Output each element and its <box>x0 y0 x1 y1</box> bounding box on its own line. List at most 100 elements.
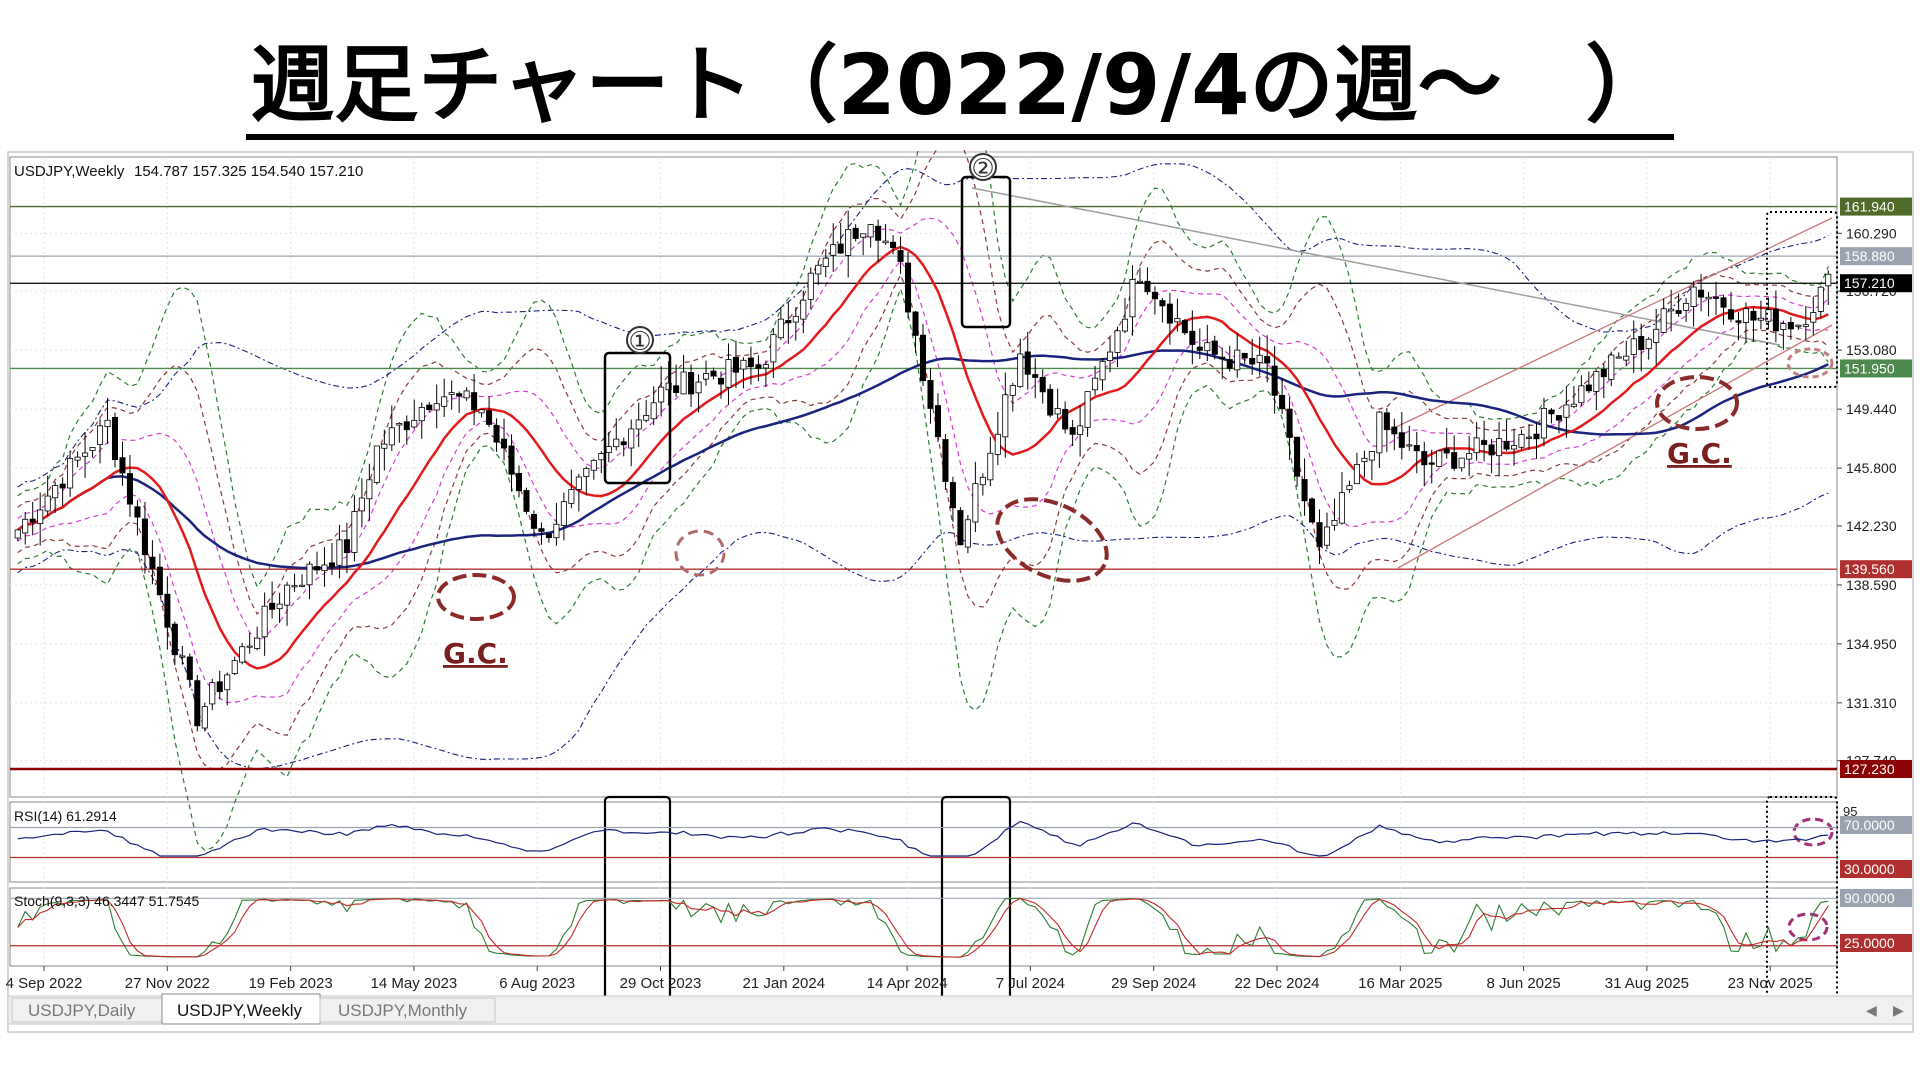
candle <box>1151 286 1158 315</box>
candle <box>111 412 119 468</box>
marker-1-circle <box>626 326 654 354</box>
candle <box>52 481 59 514</box>
candle <box>1338 472 1345 525</box>
time-tick-label: 16 Mar 2025 <box>1358 975 1442 992</box>
candle <box>1144 267 1151 295</box>
candle <box>703 360 710 386</box>
stoch-circle <box>1787 912 1829 942</box>
time-tick-label: 29 Oct 2023 <box>620 975 702 992</box>
candle <box>1353 452 1360 485</box>
ma-13-line <box>16 245 1829 670</box>
rsi-line <box>17 820 1829 857</box>
candle <box>732 340 739 388</box>
candle <box>740 357 747 389</box>
candle <box>486 396 493 428</box>
candle <box>1226 345 1233 372</box>
candle <box>1406 425 1413 451</box>
chart-window[interactable]: USDJPY,Weekly 154.787 157.325 154.540 15… <box>0 150 1920 1040</box>
candle <box>1219 347 1226 379</box>
tab-weekly-label: USDJPY,Weekly <box>177 1001 303 1020</box>
time-tick-label: 19 Feb 2023 <box>248 975 332 992</box>
time-tick-label: 8 Jun 2025 <box>1486 975 1560 992</box>
candle <box>1451 435 1458 471</box>
candle <box>441 378 448 418</box>
time-tick-label: 4 Sep 2022 <box>6 975 83 992</box>
candle <box>1638 323 1645 372</box>
tab-daily-label: USDJPY,Daily <box>28 1001 136 1020</box>
candle <box>830 223 837 272</box>
candle <box>792 307 799 341</box>
marker-2: ② <box>971 154 994 184</box>
tab-monthly[interactable]: USDJPY,Monthly <box>319 997 496 1023</box>
tab-daily[interactable]: USDJPY,Daily <box>11 997 163 1023</box>
candle <box>164 576 171 650</box>
candle <box>1540 397 1547 447</box>
candle <box>658 366 665 417</box>
marker-2-circle <box>969 153 997 181</box>
price-tick-label: 142.230 <box>1846 518 1897 534</box>
candle <box>358 478 365 528</box>
candle <box>1750 306 1757 342</box>
candle <box>1069 419 1076 446</box>
scroll-left-arrow[interactable]: ◀ <box>1866 1003 1877 1019</box>
band-line-52 <box>17 163 1829 488</box>
candle <box>1129 265 1136 336</box>
time-tick-label: 22 Dec 2024 <box>1234 975 1319 992</box>
candle <box>388 405 395 451</box>
candle <box>942 433 949 490</box>
rsi-top-tick: 95 <box>1843 804 1857 819</box>
page-title-text: 週足チャート（2022/9/4の週〜 ） <box>246 36 1674 140</box>
candle <box>1249 338 1256 375</box>
candle <box>321 547 328 587</box>
candle <box>1121 297 1129 334</box>
stochastic-indicator <box>10 897 1837 958</box>
tab-weekly[interactable]: USDJPY,Weekly <box>161 993 321 1025</box>
candle <box>1301 458 1308 516</box>
level-label: 157.210 <box>1844 275 1895 291</box>
candle <box>104 397 111 444</box>
candle <box>882 223 889 245</box>
candle <box>1727 292 1735 323</box>
candle <box>1398 412 1405 460</box>
rsi-level-70-box <box>1840 816 1912 834</box>
time-tick-label: 6 Aug 2023 <box>499 975 575 992</box>
candle <box>1488 438 1495 474</box>
candle <box>815 261 822 286</box>
candle <box>1720 295 1727 325</box>
candle <box>545 533 552 543</box>
candle <box>284 581 291 626</box>
candle <box>1024 331 1031 390</box>
candle <box>635 402 642 448</box>
band-line-52 <box>17 492 1829 770</box>
candle <box>1107 337 1114 373</box>
candle <box>1174 298 1181 332</box>
gc-circle-2 <box>1655 375 1739 431</box>
candle <box>373 445 380 485</box>
candle <box>291 573 298 592</box>
candle <box>785 302 792 344</box>
support-circle-2 <box>995 497 1109 583</box>
candle <box>149 540 156 585</box>
candle <box>254 626 261 651</box>
level-label-box <box>1840 197 1912 216</box>
candle <box>1331 498 1338 531</box>
rsi-circle <box>1792 817 1834 847</box>
candle <box>343 522 350 574</box>
candle <box>29 501 36 536</box>
candle <box>1623 340 1630 367</box>
candle <box>418 402 425 439</box>
candle <box>1825 270 1832 305</box>
candle <box>1757 300 1764 330</box>
candle <box>964 514 971 554</box>
candle <box>1376 411 1383 468</box>
candle <box>1047 384 1054 418</box>
candle <box>912 310 919 353</box>
stoch-level-25-box <box>1840 934 1912 952</box>
candle <box>1668 289 1675 332</box>
gc-label-2: G.C. <box>1667 437 1732 470</box>
rsi-level-70: 70.0000 <box>1844 817 1895 833</box>
scroll-right-arrow[interactable]: ▶ <box>1893 1003 1904 1019</box>
candle <box>1570 386 1577 409</box>
candle <box>1735 312 1742 341</box>
candle <box>673 364 680 397</box>
